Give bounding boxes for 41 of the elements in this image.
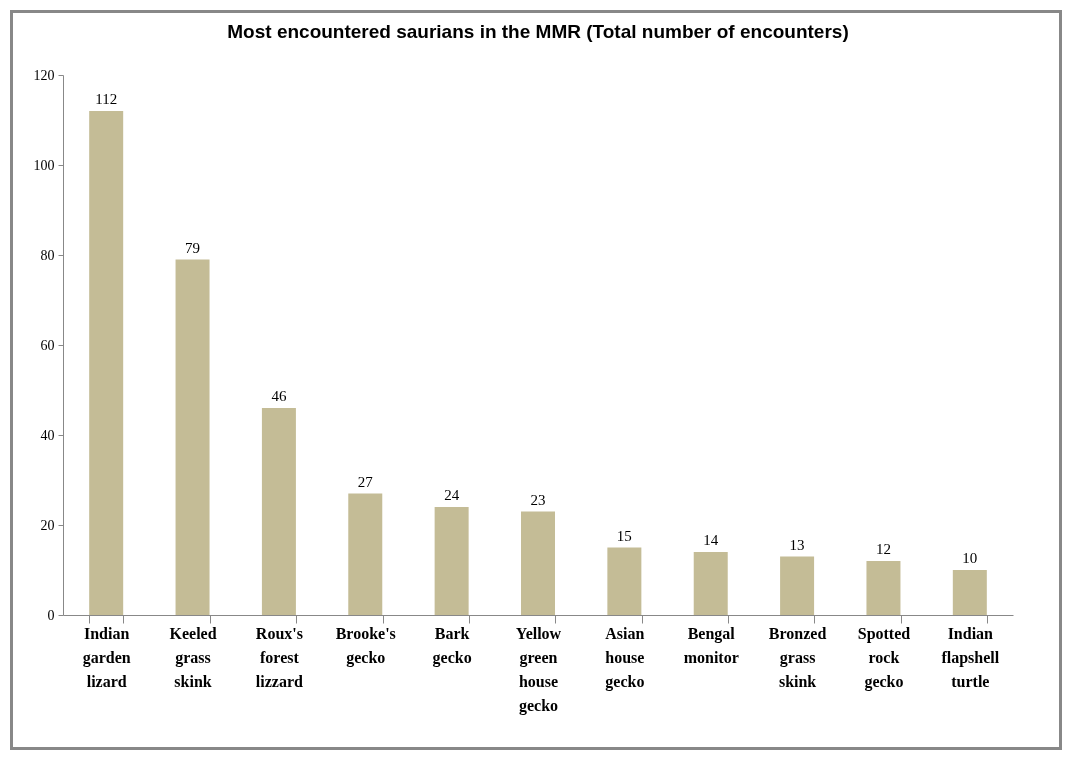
data-label: 46: [271, 388, 287, 404]
y-tick-label: 60: [40, 337, 55, 353]
bar: [866, 561, 901, 615]
bar: [780, 556, 815, 615]
y-tick-label: 20: [40, 517, 55, 533]
data-label: 23: [530, 491, 546, 508]
x-tick-label: Asian house gecko: [605, 624, 645, 691]
x-tick-label: Yellow green house gecko: [515, 624, 562, 715]
bar: [348, 493, 383, 615]
data-label: 10: [962, 550, 978, 566]
x-tick-label: Bronzed grass skink: [768, 624, 827, 690]
x-tick-label: Indian flapshell turtle: [941, 624, 1000, 690]
y-tick-label: 80: [40, 247, 55, 263]
bar: [952, 570, 987, 615]
bar: [693, 552, 728, 615]
y-tick-label: 0: [47, 607, 55, 623]
x-tick-label: Indian garden lizard: [82, 624, 131, 690]
bar: [607, 547, 642, 615]
x-tick-label: Bengal monitor: [683, 624, 739, 666]
y-tick-label: 100: [33, 157, 55, 173]
data-label: 14: [703, 532, 719, 548]
chart-title: Most encountered saurians in the MMR (Total number of encounters): [227, 21, 849, 42]
x-tick-label: Roux's forest lizzard: [255, 624, 304, 690]
bar: [434, 507, 469, 615]
data-label: 15: [616, 527, 632, 544]
bar: [521, 511, 555, 615]
data-label: 24: [444, 487, 460, 503]
bar: [175, 259, 210, 615]
data-label: 79: [185, 239, 201, 256]
data-label: 27: [357, 473, 374, 490]
data-label: 112: [95, 91, 118, 107]
x-tick-label: Bark gecko: [432, 624, 472, 667]
data-label: 12: [875, 541, 891, 557]
bar: [89, 111, 124, 615]
x-tick-label: Brooke's gecko: [335, 624, 396, 667]
bar: [261, 408, 296, 615]
x-tick-label: Keeled grass skink: [169, 624, 217, 690]
y-tick-label: 40: [40, 427, 55, 443]
data-label: 13: [789, 536, 805, 553]
y-tick-label: 120: [33, 67, 55, 83]
x-tick-label: Spotted rock gecko: [857, 624, 911, 691]
